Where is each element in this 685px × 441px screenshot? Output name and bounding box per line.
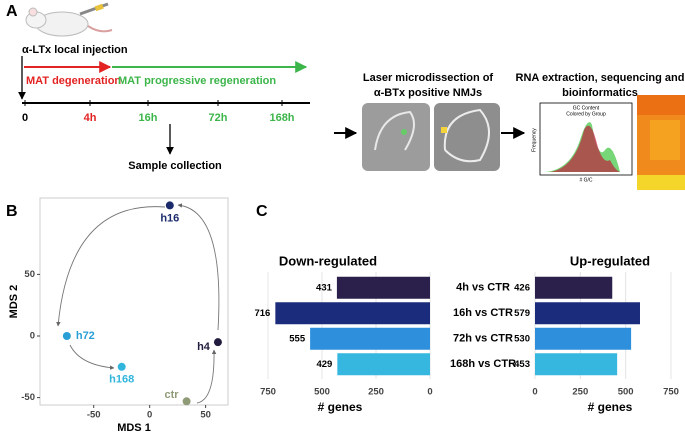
bar: [535, 353, 618, 376]
x-tick-label: 750: [663, 387, 679, 398]
step-label: α-BTx positive NMJs: [374, 87, 482, 99]
microscopy-images: [362, 103, 500, 171]
y-tick-label: 50: [24, 269, 35, 280]
point: [62, 332, 71, 340]
trajectory-arrow: [196, 349, 217, 404]
point-label: ctr: [165, 389, 180, 401]
collection-label: Sample collection: [128, 160, 222, 172]
series-title: Down-regulated: [279, 253, 377, 268]
point-label: h168: [109, 374, 134, 386]
timepoint-label: 4h: [84, 112, 97, 124]
x-axis-title: # genes: [588, 400, 633, 414]
panel-label: B: [6, 203, 18, 220]
category-label: 72h vs CTR: [453, 333, 513, 345]
phase-label: MAT degeneration: [26, 75, 121, 87]
value-label: 579: [514, 308, 530, 319]
inset-title: GC Content: [573, 105, 600, 111]
x-axis-title: # genes: [318, 400, 363, 414]
panel-label: C: [256, 203, 268, 220]
x-tick-label: 0: [147, 410, 152, 421]
inset-xlabel: # G/C: [579, 177, 592, 183]
inset-ylabel: Frequency: [531, 128, 537, 152]
trajectory-arrow: [177, 203, 220, 331]
mouse-illustration: [25, 2, 113, 37]
inset-plot: GC Content Colored by Group Frequency # …: [531, 102, 633, 183]
series-title: Up-regulated: [570, 253, 650, 268]
bar: [535, 327, 632, 350]
point: [165, 201, 174, 210]
step-label: RNA extraction, sequencing and: [516, 72, 685, 84]
step-label: bioinformatics: [562, 87, 638, 99]
x-tick-label: 0: [427, 387, 432, 398]
value-label: 431: [316, 282, 333, 293]
value-label: 429: [316, 359, 332, 370]
x-tick-label: 250: [572, 387, 588, 398]
inset-title: Colored by Group: [566, 111, 606, 117]
point: [182, 397, 191, 406]
timepoint-label: 0: [22, 112, 28, 124]
x-tick-label: 500: [618, 387, 634, 398]
x-axis-title: MDS 1: [117, 422, 151, 434]
category-label: 4h vs CTR: [456, 282, 510, 294]
bar: [310, 327, 430, 350]
y-axis-title: MDS 2: [8, 285, 20, 319]
value-label: 426: [514, 282, 530, 293]
value-label: 530: [514, 333, 530, 344]
value-label: 716: [254, 308, 270, 319]
x-tick-label: 250: [368, 387, 384, 398]
injection-label: α-LTx local injection: [22, 44, 128, 56]
timepoint-label: 168h: [269, 112, 294, 124]
bar: [275, 302, 430, 325]
category-label: 16h vs CTR: [453, 307, 513, 319]
trajectory-arrow: [69, 344, 115, 370]
bar: [535, 276, 613, 299]
timepoint-label: 16h: [139, 112, 158, 124]
y-tick-label: -50: [21, 392, 35, 403]
panel-label: A: [6, 3, 18, 20]
y-tick-label: 0: [30, 331, 35, 342]
x-tick-label: 50: [200, 410, 211, 421]
trajectory-arrow: [56, 206, 166, 327]
bar: [535, 302, 640, 325]
x-tick-label: 750: [260, 387, 276, 398]
bar: [337, 353, 430, 376]
x-tick-label: 500: [314, 387, 330, 398]
step-label: Laser microdissection of: [363, 72, 494, 84]
category-label: 168h vs CTR: [450, 358, 516, 370]
heatmap: [637, 95, 685, 190]
point: [213, 338, 222, 347]
point-label: h16: [160, 212, 179, 224]
point: [117, 362, 126, 371]
x-tick-label: 0: [532, 387, 537, 398]
bar: [336, 276, 430, 299]
phase-label: MAT progressive regeneration: [118, 75, 276, 87]
point-label: h72: [76, 330, 95, 342]
value-label: 453: [514, 359, 530, 370]
value-label: 555: [289, 333, 306, 344]
x-tick-label: -50: [87, 410, 101, 421]
timepoint-label: 72h: [209, 112, 228, 124]
point-label: h4: [197, 341, 211, 353]
plot-frame: [39, 197, 229, 406]
